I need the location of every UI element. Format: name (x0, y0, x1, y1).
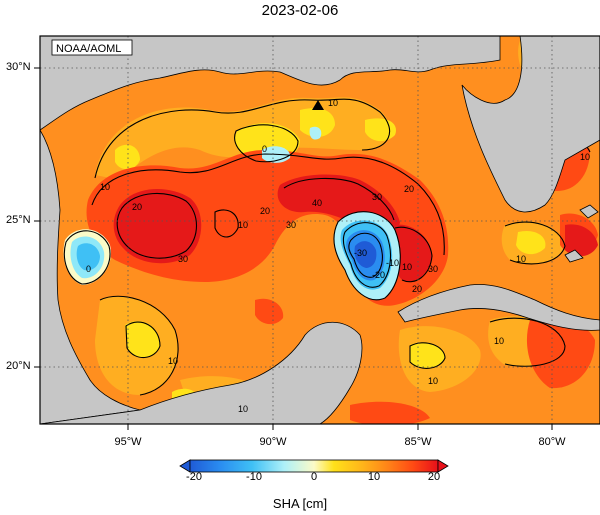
colorbar-right-arrow (437, 459, 449, 473)
contour-label: 20 (132, 202, 142, 212)
lon-label: 90°W (259, 436, 287, 448)
contour-label: 30 (372, 192, 382, 202)
contour-lines (63, 98, 591, 396)
colorbar (179, 459, 449, 473)
cyan-patch-small (309, 126, 322, 140)
graticule (40, 36, 600, 424)
contour-label: 0 (262, 144, 267, 154)
contour-label: 10 (238, 220, 248, 230)
contour-label: 40 (312, 198, 322, 208)
credit-box (51, 39, 133, 56)
contour-label: -10 (386, 258, 399, 268)
contour-label: 10 (168, 356, 178, 366)
contour-label-group: 10 10 0 20 10 30 20 30 40 30 20 10 -30 -… (86, 98, 590, 414)
contour-label: 10 (328, 98, 338, 108)
contour-label: 10 (402, 262, 412, 272)
contour-label: 20 (404, 184, 414, 194)
contour-label: 20 (260, 206, 270, 216)
lat-label: 30°N (6, 61, 31, 73)
contour-label: 10 (100, 182, 110, 192)
contour-label: 10 (516, 254, 526, 264)
lat-label: 25°N (6, 214, 31, 226)
contour-label: 30 (428, 264, 438, 274)
colorbar-tick: 10 (367, 471, 381, 483)
contour-label: 10 (494, 336, 504, 346)
credit-label: NOAA/AOML (56, 43, 121, 55)
west-eddy-field (63, 229, 111, 285)
contour-label: 30 (286, 220, 296, 230)
map-frame (39, 35, 600, 425)
land-masses (40, 36, 600, 424)
lon-label: 85°W (404, 436, 432, 448)
colorbar-tick: 0 (310, 471, 318, 483)
colorbar-tick: 20 (427, 471, 441, 483)
contour-label: 10 (580, 152, 590, 162)
lon-label: 80°W (538, 436, 566, 448)
contour-label: 10 (238, 404, 248, 414)
contour-label: 0 (86, 264, 91, 274)
contour-label: -20 (372, 270, 385, 280)
colorbar-tick: -10 (246, 471, 262, 483)
lon-label: 95°W (114, 436, 142, 448)
colorbar-label: SHA [cm] (272, 496, 328, 511)
contour-label: 20 (412, 284, 422, 294)
contour-label: -30 (354, 248, 367, 258)
station-marker (312, 100, 324, 110)
lat-label: 20°N (6, 360, 31, 372)
contour-label: 30 (178, 254, 188, 264)
map-title: 2023-02-06 (261, 2, 339, 19)
colorbar-tick: -20 (186, 471, 202, 483)
axis-ticks (34, 67, 553, 430)
contour-label: 10 (428, 376, 438, 386)
